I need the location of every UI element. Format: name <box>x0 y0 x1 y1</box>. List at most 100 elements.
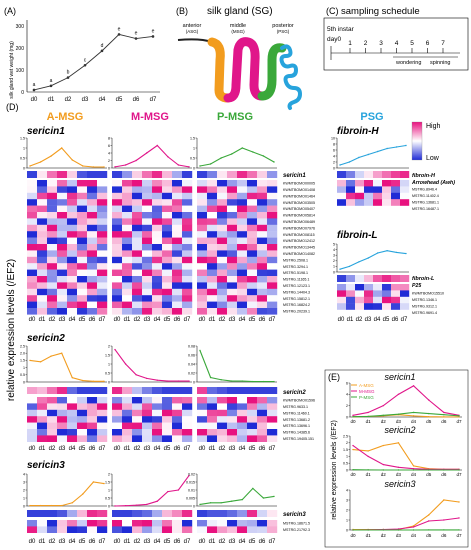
heatmap-cell <box>112 403 123 410</box>
heatmap-cell <box>162 218 173 225</box>
heatmap-cell <box>27 237 38 245</box>
heatmap-cell <box>172 263 183 270</box>
x-tick-label: d5 <box>79 539 86 545</box>
heatmap-cell <box>67 192 78 200</box>
heatmap-cell <box>47 250 58 257</box>
heatmap-cell <box>152 186 163 193</box>
legend-item: P-MSG <box>359 395 374 400</box>
data-point <box>103 380 105 382</box>
heatmap-row-label: KWMTBOMO05814 <box>283 214 315 218</box>
data-point <box>458 416 460 418</box>
y-tick-label: 4 <box>108 151 110 155</box>
heatmap-cell <box>77 397 88 404</box>
y-tick-label: 0.5 <box>105 496 110 500</box>
y-tick-label: 2.5 <box>20 344 25 348</box>
y-tick-label: 1 <box>23 496 25 500</box>
data-point <box>428 469 430 471</box>
heatmap-cell <box>227 276 238 283</box>
data-point <box>29 504 31 507</box>
heatmap-cell <box>152 256 163 264</box>
heatmap-cell <box>182 250 193 257</box>
heatmap-cell <box>77 212 88 219</box>
heatmap-cell <box>172 256 183 264</box>
data-point <box>103 166 105 168</box>
heatmap-cell <box>97 263 108 270</box>
heatmap-cell <box>227 520 238 527</box>
gene-bar-cell <box>400 275 410 282</box>
heatmap-cell <box>132 224 143 232</box>
heatmap-row-label: MSTRG.2508.1 <box>283 258 308 262</box>
x-tick-label: d7 <box>456 472 462 477</box>
heatmap-cell <box>87 244 98 251</box>
heatmap-cell <box>257 212 268 219</box>
x-tick-label: d3 <box>59 446 66 452</box>
heatmap-cell <box>57 422 68 430</box>
heatmap-cell <box>207 250 218 257</box>
heatmap-cell <box>162 205 173 213</box>
gene-summary-bar <box>27 510 108 517</box>
x-tick-label: d6 <box>441 533 447 538</box>
posterior-label: posterior <box>272 23 294 29</box>
heatmap-cell <box>132 269 143 277</box>
heatmap-cell <box>346 296 356 304</box>
heatmap-cell <box>207 429 218 436</box>
heatmap-cell <box>182 180 193 187</box>
heatmap-cell <box>237 301 248 309</box>
data-point <box>443 499 445 501</box>
mini-line-chart: 0 0.02 0.04 0.06 0.08 <box>188 344 277 384</box>
heatmap-cell <box>197 416 208 423</box>
heatmap-cell <box>391 180 401 187</box>
data-point <box>241 498 243 501</box>
data-point <box>124 504 127 507</box>
heatmap-cell <box>257 520 268 527</box>
heatmap-cell <box>237 244 248 251</box>
heatmap-cell <box>57 295 68 302</box>
gene-bar-cell <box>207 510 218 517</box>
panel-a-xtick: d3 <box>82 97 89 103</box>
heatmap-cell <box>142 308 153 315</box>
y-tick-label: 6 <box>108 144 110 148</box>
heatmap-cell <box>227 237 238 245</box>
y-tick-label: 10 <box>331 136 335 140</box>
heatmap-cell <box>197 397 208 404</box>
heatmap-cell <box>47 231 58 238</box>
heatmap-cell <box>227 212 238 219</box>
heatmap-cell <box>142 295 153 302</box>
heatmap-cell <box>247 288 258 296</box>
heatmap-cell <box>267 409 278 417</box>
heatmap-cell <box>237 192 248 200</box>
heatmap-cell <box>217 186 228 193</box>
heatmap-cell <box>152 295 163 302</box>
heatmap-cell <box>391 199 401 206</box>
heatmap-cell <box>132 205 143 213</box>
heatmap-cell <box>247 282 258 289</box>
heatmap-cell <box>57 237 68 245</box>
heatmap-cell <box>27 403 38 410</box>
heatmap <box>112 397 193 442</box>
gene-summary-bar <box>197 387 278 394</box>
gene-summary-bar <box>337 275 410 282</box>
data-point <box>428 529 430 531</box>
data-point <box>358 156 360 159</box>
x-tick-label: d1 <box>366 533 372 538</box>
heatmap-cell <box>400 284 410 291</box>
panel-a-point <box>32 88 36 92</box>
heatmap-cell <box>97 192 108 200</box>
data-point <box>82 165 84 167</box>
x-tick-label: d1 <box>209 446 216 452</box>
heatmap-cell <box>237 205 248 213</box>
heatmap-cell <box>207 237 218 245</box>
data-point <box>61 147 63 149</box>
heatmap-cell <box>237 282 248 289</box>
heatmap-cell <box>27 250 38 257</box>
heatmap-cell <box>217 218 228 225</box>
heatmap-cell <box>142 237 153 245</box>
heatmap-cell <box>122 269 133 277</box>
heatmap-cell <box>77 192 88 200</box>
x-tick-label: d3 <box>229 317 236 323</box>
heatmap-cell <box>346 192 356 200</box>
gene-bar-cell <box>197 171 208 178</box>
panel-a-point <box>151 35 155 38</box>
gene-bar-cell <box>257 387 268 394</box>
y-tick-label: 0.005 <box>186 496 195 500</box>
